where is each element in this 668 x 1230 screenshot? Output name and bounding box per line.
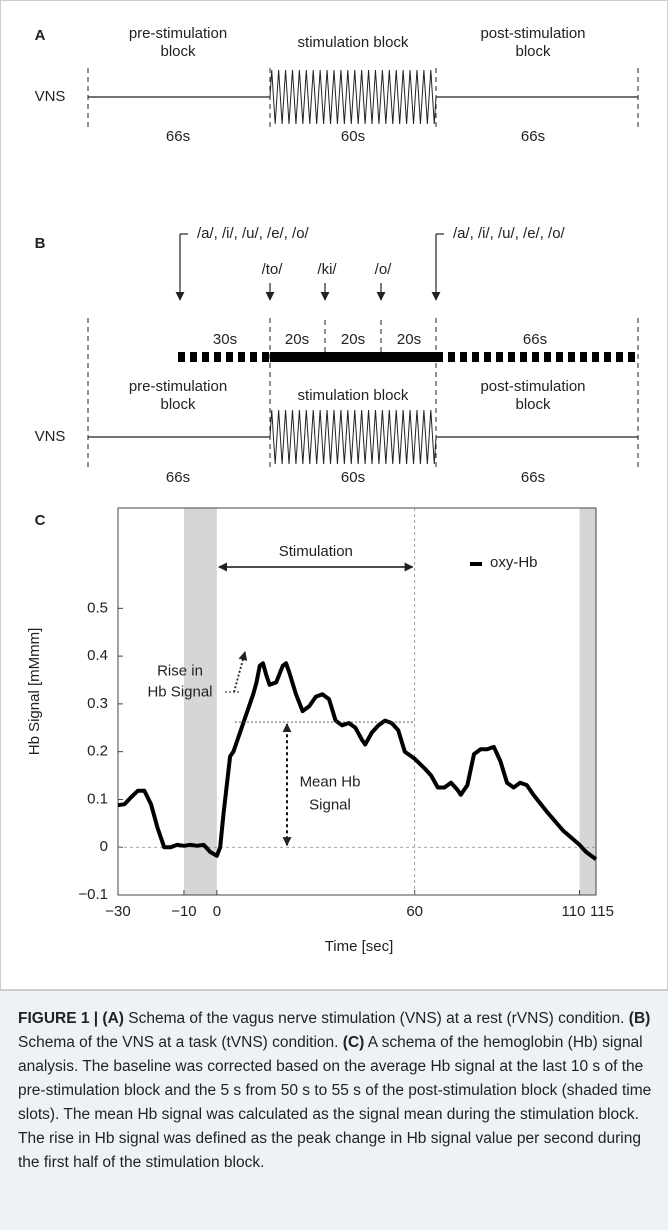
block-duration: 66s [166,469,190,486]
cue-text: /a/, /i/, /u/, /e/, /o/ [453,225,566,242]
rise-arrow [233,651,248,693]
data-line [117,661,598,861]
caption-text: Schema of the VNS at a task (tVNS) condi… [18,1034,343,1051]
cue-text: /ki/ [317,261,337,278]
block-duration: 66s [166,128,190,145]
caption: FIGURE 1 | (A) Schema of the vagus nerve… [0,990,668,1230]
rise-label: Hb Signal [147,683,212,700]
block-name: block [515,396,551,413]
caption-text: A schema of the hemoglobin (Hb) signal a… [18,1034,652,1171]
y-tick-label: 0.5 [87,599,108,616]
mean-label: Signal [309,796,351,813]
x-tick-label: −30 [105,903,130,920]
rise-label: Rise in [157,662,203,679]
block-name: block [160,396,196,413]
cue-text: /a/, /i/, /u/, /e/, /o/ [197,225,310,242]
baseline-window [579,508,596,895]
legend-label: oxy-Hb [490,554,538,571]
panel-label: C [35,512,46,529]
panel-label: B [35,235,46,252]
block-duration: 60s [341,469,365,486]
stimulation-wave [269,409,437,465]
stimulation-wave [269,69,437,125]
row-label: VNS [35,88,66,105]
task-duration: 66s [523,331,547,348]
block-name: post-stimulation [480,25,585,42]
block-name: block [515,43,551,60]
y-tick-label: 0.1 [87,790,108,807]
y-tick-label: 0.2 [87,743,108,760]
task-duration: 20s [285,331,309,348]
cue-text: /to/ [262,261,284,278]
x-tick-label: 115 [590,903,614,920]
block-duration: 66s [521,128,545,145]
plot-frame [117,507,597,896]
row-label: VNS [35,428,66,445]
caption-label: (C) [342,1034,365,1051]
x-tick-label: 0 [213,903,221,920]
stimulation-label: Stimulation [279,543,353,560]
y-tick-label: 0.3 [87,695,108,712]
mean-label: Mean Hb [300,773,361,790]
y-tick-label: −0.1 [78,886,108,903]
block-name: post-stimulation [480,378,585,395]
y-tick-label: 0.4 [87,647,108,664]
block-name: pre-stimulation [129,25,227,42]
x-tick-label: −10 [171,903,196,920]
x-tick-label: 110 [562,903,586,920]
block-name: block [160,43,196,60]
baseline-window [183,508,217,895]
block-name: stimulation block [298,387,409,404]
y-axis-label: Hb Signal [mMmm] [26,628,43,756]
cue-text: /o/ [375,261,393,278]
caption-label: (B) [628,1010,651,1027]
y-tick-label: 0 [100,838,108,855]
task-duration: 30s [213,331,237,348]
panel-label: A [35,27,46,44]
x-tick-label: 60 [406,903,423,920]
task-duration: 20s [397,331,421,348]
block-duration: 66s [521,469,545,486]
task-duration: 20s [341,331,365,348]
caption-label: FIGURE 1 | (A) [18,1010,124,1027]
caption-text: Schema of the vagus nerve stimulation (V… [123,1010,629,1027]
block-name: pre-stimulation [129,378,227,395]
x-axis-label: Time [sec] [325,938,394,955]
block-duration: 60s [341,128,365,145]
block-name: stimulation block [298,34,409,51]
